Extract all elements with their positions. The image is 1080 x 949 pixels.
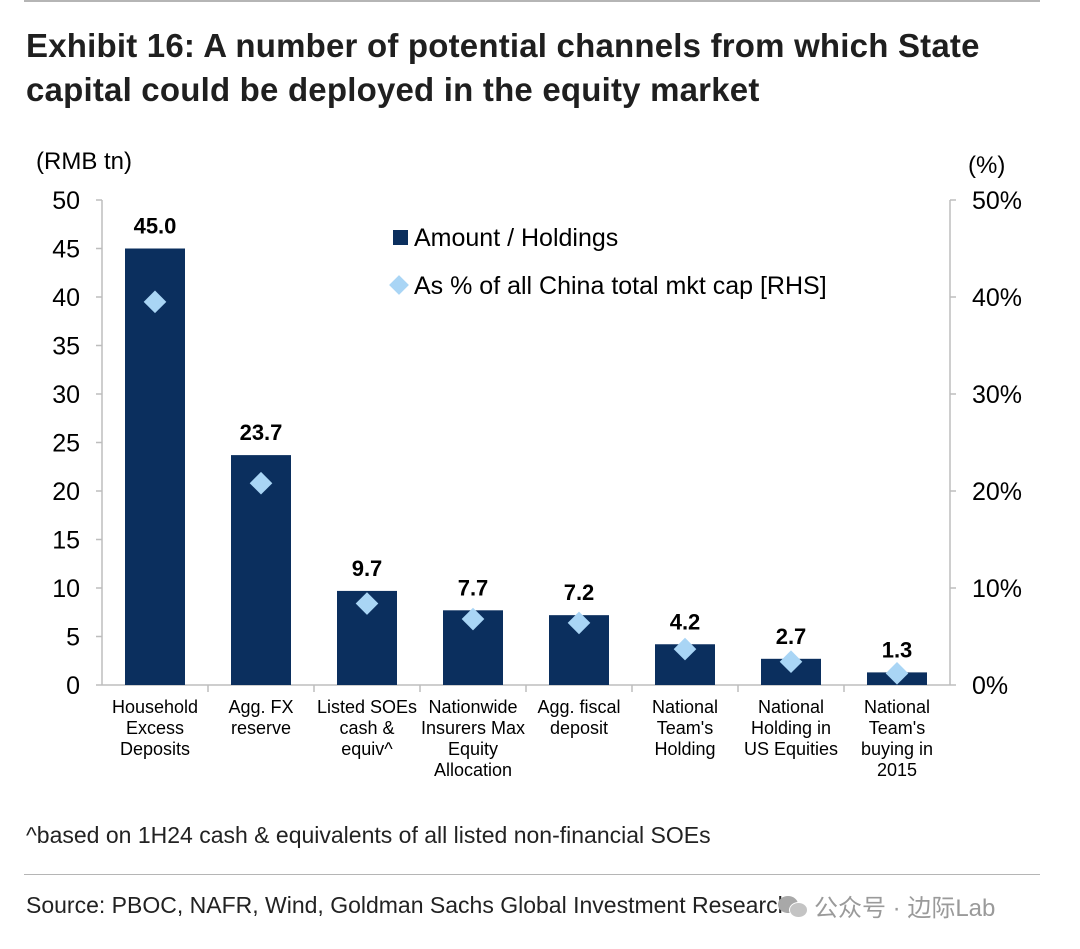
y-right-axis-label: (%): [968, 152, 1005, 179]
x-tick-label: deposit: [550, 718, 608, 738]
footnote: ^based on 1H24 cash & equivalents of all…: [26, 822, 711, 848]
y-right-tick-label: 20%: [972, 478, 1022, 506]
x-tick-label: Household: [112, 697, 198, 717]
legend-bar-swatch: [393, 230, 408, 245]
y-right-tick-label: 40%: [972, 284, 1022, 312]
x-tick-label: Insurers Max: [421, 718, 525, 738]
x-tick-label: 2015: [877, 760, 917, 780]
x-tick-label: Deposits: [120, 739, 190, 759]
bar-value-label: 7.7: [458, 575, 489, 600]
y-left-tick-label: 20: [52, 478, 80, 506]
y-left-tick-label: 25: [52, 430, 80, 458]
y-right-tick-label: 50%: [972, 187, 1022, 215]
bar-value-label: 1.3: [882, 637, 913, 662]
top-rule: [24, 0, 1040, 2]
bar-value-label: 45.0: [134, 214, 177, 239]
x-tick-label: National: [652, 697, 718, 717]
y-left-tick-label: 35: [52, 333, 80, 361]
y-left-tick-label: 0: [66, 672, 80, 700]
bar-value-label: 9.7: [352, 556, 383, 581]
legend-marker-label: As % of all China total mkt cap [RHS]: [414, 272, 827, 300]
y-right-tick-label: 0%: [972, 672, 1008, 700]
y-left-tick-label: 30: [52, 381, 80, 409]
x-tick-label: Allocation: [434, 760, 512, 780]
y-left-axis-label: (RMB tn): [36, 148, 132, 175]
pct-marker: [461, 607, 485, 631]
bar-value-label: 23.7: [240, 420, 283, 445]
x-tick-label: Nationwide: [428, 697, 517, 717]
bar-chart: 0 5 10 15 20 25 30 35 40 45 50 0% 10% 20% 30% 40% 50% (RM…: [36, 148, 1022, 780]
x-tick-label: Team's: [869, 718, 925, 738]
wechat-icon: [778, 894, 808, 918]
pct-marker: [779, 650, 803, 674]
bar: [125, 248, 185, 685]
y-left-tick-label: 5: [66, 624, 80, 652]
y-left-tick-label: 40: [52, 284, 80, 312]
watermark-text: 公众号 · 边际Lab: [814, 895, 996, 922]
y-right-tick-label: 10%: [972, 575, 1022, 603]
legend-bar-label: Amount / Holdings: [414, 224, 618, 252]
x-tick-label: National: [758, 697, 824, 717]
y-left-tick-label: 50: [52, 187, 80, 215]
bar-value-label: 7.2: [564, 580, 595, 605]
bar-value-label: 2.7: [776, 624, 807, 649]
bar-value-label: 4.2: [670, 609, 701, 634]
y-left-tick-label: 10: [52, 575, 80, 603]
y-right-tick-label: 30%: [972, 381, 1022, 409]
pct-marker: [885, 662, 909, 685]
page-title: Exhibit 16: A number of potential channe…: [26, 27, 980, 108]
x-tick-label: reserve: [231, 718, 291, 738]
y-left-tick-label: 15: [52, 527, 80, 555]
pct-marker: [355, 592, 379, 615]
x-tick-label: National: [864, 697, 930, 717]
x-tick-label: equiv^: [341, 739, 393, 759]
legend-marker-swatch: [389, 275, 409, 295]
watermark: 公众号 · 边际Lab: [778, 888, 995, 923]
x-tick-label: Agg. FX: [228, 697, 293, 717]
y-left-tick-label: 45: [52, 236, 80, 264]
x-tick-label: US Equities: [744, 739, 838, 759]
pct-marker: [673, 637, 697, 661]
x-tick-label: Team's: [657, 718, 713, 738]
x-tick-label: Equity: [448, 739, 498, 759]
separator-rule: [24, 874, 1040, 875]
x-tick-label: Holding in: [751, 718, 831, 738]
x-tick-label: Holding: [654, 739, 715, 759]
x-tick-label: buying in: [861, 739, 933, 759]
pct-marker: [567, 611, 591, 635]
x-tick-label: Excess: [126, 718, 184, 738]
x-tick-label: cash &: [339, 718, 394, 738]
x-tick-label: Agg. fiscal: [537, 697, 620, 717]
source-note: Source: PBOC, NAFR, Wind, Goldman Sachs …: [26, 892, 791, 918]
x-tick-label: Listed SOEs: [317, 697, 417, 717]
